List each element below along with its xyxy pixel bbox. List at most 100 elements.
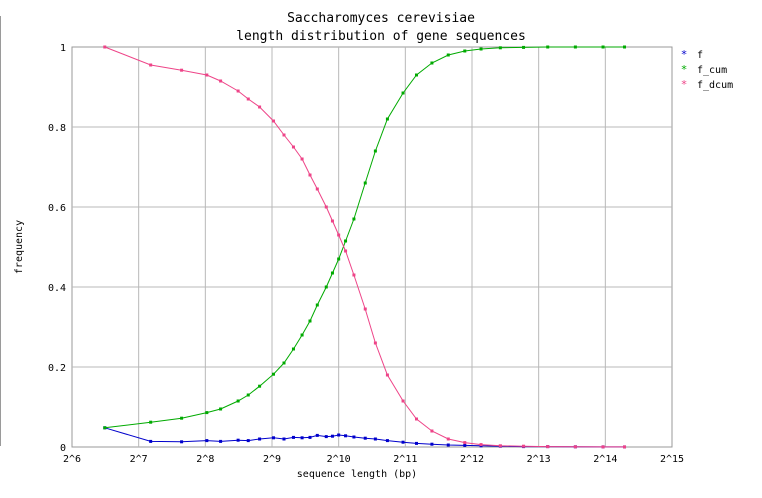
- data-point-f-dcum: [479, 443, 483, 447]
- data-point-f-dcum: [414, 417, 418, 421]
- data-point-f: [446, 443, 450, 447]
- data-point-f: [363, 436, 367, 440]
- data-point-f-cum: [430, 61, 434, 65]
- data-point-f-dcum: [522, 444, 526, 448]
- y-axis-label: frequency: [14, 220, 25, 274]
- data-point-f: [330, 434, 334, 438]
- plot-area: [71, 46, 673, 448]
- x-tick-label: 2^7: [130, 454, 148, 465]
- data-point-f-cum: [352, 217, 356, 221]
- data-point-f: [352, 435, 356, 439]
- data-point-f-dcum: [236, 89, 240, 93]
- chart-title: Saccharomyces cerevisiae: [287, 11, 475, 26]
- data-point-f-dcum: [601, 445, 605, 449]
- y-tick-label: 1: [60, 43, 66, 54]
- x-tick-label: 2^14: [593, 454, 617, 465]
- data-point-f: [291, 435, 295, 439]
- data-point-f-cum: [601, 45, 605, 49]
- left-edge-bar: [0, 16, 1, 446]
- data-point-f: [401, 440, 405, 444]
- x-tick-label: 2^6: [63, 454, 81, 465]
- data-point-f-cum: [149, 420, 153, 424]
- legend-marker-f-dcum: *: [681, 78, 688, 91]
- data-point-f: [430, 442, 434, 446]
- data-point-f-dcum: [149, 63, 153, 67]
- data-point-f-cum: [282, 361, 286, 365]
- x-axis: 2^6 2^7 2^8 2^9 2^10 2^11 2^12 2^13 2^14 2^15: [63, 454, 684, 465]
- y-tick-label: 0.8: [48, 123, 66, 134]
- data-point-f-dcum: [385, 373, 389, 377]
- data-point-f-cum: [522, 45, 526, 49]
- data-point-f: [337, 433, 341, 437]
- data-point-f-cum: [401, 91, 405, 95]
- data-point-f: [282, 437, 286, 441]
- data-point-f-dcum: [498, 444, 502, 448]
- data-point-f: [308, 435, 312, 439]
- legend-label-f-cum: f_cum: [697, 65, 727, 76]
- data-point-f-dcum: [430, 429, 434, 433]
- data-point-f-cum: [246, 393, 250, 397]
- data-point-f: [246, 439, 250, 443]
- legend-label-f-dcum: f_dcum: [697, 80, 733, 91]
- grid: [72, 47, 672, 447]
- series-line-f-dcum: [104, 46, 625, 448]
- data-point-f: [149, 439, 153, 443]
- data-point-f-cum: [414, 73, 418, 77]
- data-point-f-cum: [373, 149, 377, 153]
- legend-label-f: f: [697, 50, 703, 61]
- data-point-f-cum: [324, 285, 328, 289]
- data-point-f: [385, 439, 389, 443]
- legend-marker-f: *: [681, 48, 688, 61]
- data-point-f-cum: [219, 407, 223, 411]
- data-point-f-dcum: [271, 119, 275, 123]
- x-tick-label: 2^9: [263, 454, 281, 465]
- data-point-f-cum: [546, 45, 550, 49]
- data-point-f: [373, 437, 377, 441]
- data-point-f-dcum: [330, 219, 334, 223]
- data-point-f-dcum: [324, 205, 328, 209]
- data-point-f: [414, 441, 418, 445]
- data-point-f-dcum: [219, 79, 223, 83]
- y-tick-label: 0.4: [48, 283, 66, 294]
- data-point-f-cum: [385, 117, 389, 121]
- data-point-f: [236, 438, 240, 442]
- series-line-f: [104, 427, 625, 448]
- data-point-f: [219, 439, 223, 443]
- data-point-f-cum: [344, 239, 348, 243]
- data-point-f-dcum: [337, 233, 341, 237]
- y-axis: 0 0.2 0.4 0.6 0.8 1: [48, 43, 66, 454]
- data-point-f-dcum: [308, 173, 312, 177]
- data-point-f-cum: [573, 45, 577, 49]
- data-point-f-cum: [258, 384, 262, 388]
- data-point-f-cum: [623, 45, 627, 49]
- data-point-f-cum: [363, 181, 367, 185]
- data-point-f-cum: [463, 49, 467, 53]
- data-point-f-cum: [446, 53, 450, 57]
- data-point-f: [324, 435, 328, 439]
- x-tick-label: 2^12: [460, 454, 484, 465]
- data-point-f-dcum: [463, 441, 467, 445]
- data-point-f-dcum: [363, 307, 367, 311]
- y-tick-label: 0.2: [48, 363, 66, 374]
- data-point-f-cum: [236, 399, 240, 403]
- data-point-f: [463, 443, 467, 447]
- data-point-f-dcum: [573, 445, 577, 449]
- data-point-f-cum: [308, 319, 312, 323]
- data-point-f-cum: [337, 257, 341, 261]
- x-tick-label: 2^10: [327, 454, 351, 465]
- data-point-f-dcum: [103, 45, 107, 49]
- x-tick-label: 2^15: [660, 454, 684, 465]
- data-point-f-dcum: [282, 133, 286, 137]
- data-point-f-cum: [479, 47, 483, 51]
- data-point-f-dcum: [180, 68, 184, 72]
- data-point-f-dcum: [546, 445, 550, 449]
- data-point-f-dcum: [344, 249, 348, 253]
- data-point-f: [205, 439, 209, 443]
- data-point-f-dcum: [352, 273, 356, 277]
- data-point-f-cum: [300, 333, 304, 337]
- data-point-f-dcum: [401, 399, 405, 403]
- data-point-f-dcum: [246, 97, 250, 101]
- data-point-f-cum: [330, 271, 334, 275]
- data-point-f-dcum: [205, 73, 209, 77]
